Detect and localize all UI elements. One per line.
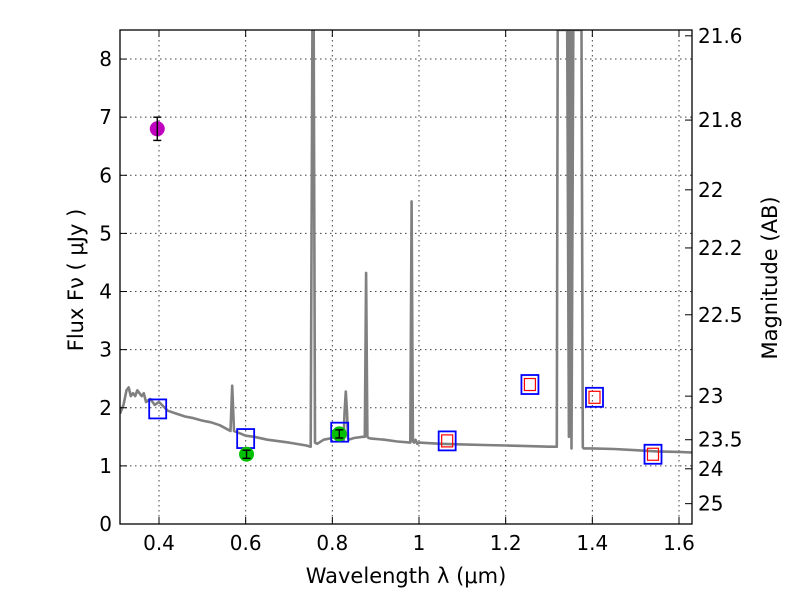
x-tick-label: 0.8 bbox=[316, 531, 348, 555]
model-photometry-point bbox=[520, 374, 540, 395]
model-photometry-point bbox=[148, 398, 168, 420]
y-tick-label: 2 bbox=[99, 396, 112, 420]
plot-frame bbox=[119, 29, 693, 525]
y-axis-right: 21.6 21.8 22 22.2 22.5 23 23.5 24 25 bbox=[685, 24, 743, 516]
right-tick-label: 22 bbox=[698, 178, 723, 202]
y-tick-label: 1 bbox=[99, 454, 112, 478]
upper-limit-point bbox=[523, 377, 537, 392]
model-photometry-point bbox=[585, 386, 604, 408]
grid-lines bbox=[120, 30, 692, 524]
x-axis-title: Wavelength λ (μm) bbox=[306, 564, 507, 588]
y-tick-label: 4 bbox=[99, 280, 112, 304]
right-tick-label: 22.2 bbox=[698, 236, 743, 260]
right-tick-label: 23.5 bbox=[698, 428, 743, 452]
y-axis-title: Flux Fν ( μJy ) bbox=[64, 209, 88, 352]
right-tick-label: 25 bbox=[698, 492, 723, 516]
y-tick-label: 0 bbox=[99, 512, 112, 536]
marker-layer bbox=[148, 116, 663, 465]
upper-limit-point bbox=[646, 447, 660, 461]
right-tick-label: 21.6 bbox=[698, 24, 743, 48]
y-tick-label: 8 bbox=[99, 47, 112, 71]
x-tick-label: 1.6 bbox=[663, 531, 695, 555]
x-tick-label: 1 bbox=[413, 531, 426, 555]
right-tick-label: 23 bbox=[698, 384, 723, 408]
model-photometry-point bbox=[330, 421, 350, 443]
y-tick-label: 3 bbox=[99, 338, 112, 362]
y-tick-label: 6 bbox=[99, 163, 112, 187]
x-axis: 0.4 0.6 0.8 1 1.2 1.4 1.6 bbox=[143, 30, 695, 555]
y-tick-label: 7 bbox=[99, 105, 112, 129]
x-tick-label: 1.4 bbox=[576, 531, 608, 555]
x-tick-label: 1.2 bbox=[490, 531, 522, 555]
model-photometry-point bbox=[437, 430, 457, 452]
x-tick-label: 0.6 bbox=[230, 531, 262, 555]
y-axis-left: 0 1 2 3 4 5 6 7 8 bbox=[99, 47, 127, 536]
upper-limit-point bbox=[588, 390, 601, 404]
upper-limit-point bbox=[441, 434, 454, 448]
y-axis-right-title: Magnitude (AB) bbox=[758, 196, 782, 359]
right-tick-label: 22.5 bbox=[698, 303, 743, 327]
x-tick-label: 0.4 bbox=[143, 531, 175, 555]
right-tick-label: 21.8 bbox=[698, 108, 743, 132]
y-tick-label: 5 bbox=[99, 221, 112, 245]
right-tick-label: 24 bbox=[698, 457, 723, 481]
model-photometry-point bbox=[643, 443, 663, 465]
